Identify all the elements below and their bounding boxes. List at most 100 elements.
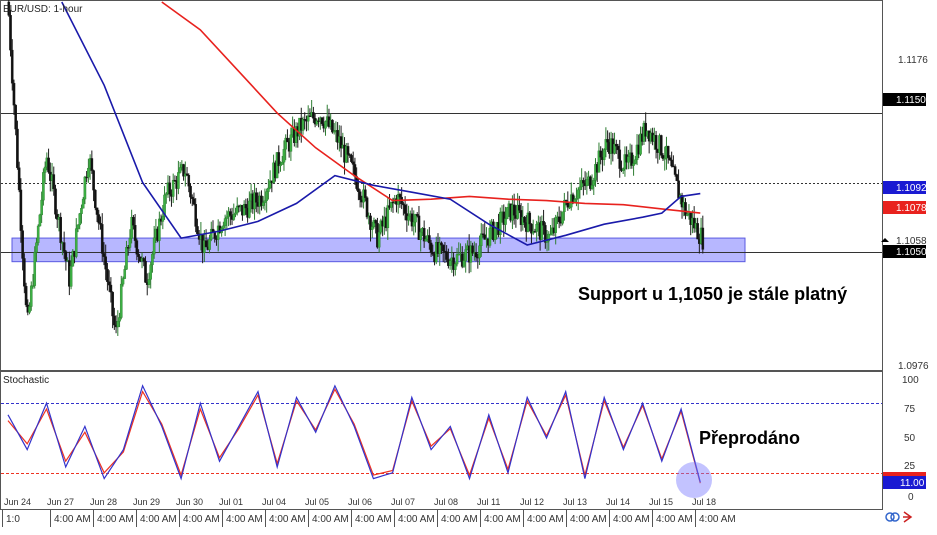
candle-body — [123, 269, 127, 279]
candle-body — [87, 167, 90, 178]
candle-body — [16, 128, 19, 168]
candle-body — [208, 239, 211, 250]
candle-body — [97, 214, 101, 224]
candle-body — [554, 217, 557, 233]
candle-body — [204, 240, 208, 248]
x-time-label: 4:00 AM — [484, 514, 521, 525]
candle-body — [128, 238, 132, 248]
candle-body — [107, 281, 111, 286]
candle-body — [654, 135, 658, 150]
candle-body — [452, 257, 455, 270]
candle-body — [242, 203, 246, 216]
x-time-label: 4:00 AM — [398, 514, 435, 525]
stochastic-pane-frame — [0, 371, 883, 510]
candle-body — [12, 82, 16, 106]
link-icon[interactable] — [885, 512, 900, 522]
candle-body — [42, 172, 45, 201]
candle-body — [31, 285, 35, 287]
candle-body — [102, 253, 106, 257]
candle-body — [54, 188, 57, 215]
candle-body — [289, 134, 293, 152]
y-tick-label: 1.1176 — [898, 55, 928, 66]
candle-body — [542, 221, 545, 226]
candle-body — [130, 217, 133, 239]
candle-body — [109, 284, 113, 293]
candle-body — [417, 215, 421, 240]
stoch-tick-25: 25 — [904, 461, 916, 472]
candle-body — [544, 225, 547, 243]
close-arrow-icon[interactable] — [903, 511, 913, 523]
candle-body — [639, 133, 642, 155]
x-date-label: Jul 18 — [692, 497, 716, 507]
candle-body — [280, 161, 284, 165]
x-time-label: 4:00 AM — [355, 514, 392, 525]
candle-body — [474, 252, 478, 258]
candle-body — [346, 146, 350, 155]
stoch-tick-75: 75 — [904, 404, 916, 415]
candle-body — [590, 185, 594, 189]
candle-body — [424, 238, 428, 242]
candle-body — [277, 152, 281, 167]
candle-body — [627, 156, 630, 163]
x-time-label: 4:00 AM — [441, 514, 478, 525]
candle-body — [670, 159, 673, 167]
x-date-labels: Jun 24 Jun 27 Jun 28 Jun 29 Jun 30 Jul 01 Jul … — [4, 497, 716, 507]
candle-body — [386, 205, 390, 229]
candle-body — [137, 254, 140, 258]
candle-body — [168, 182, 172, 195]
chart-title: EUR/USD: 1-hour — [3, 4, 83, 15]
candles — [7, 0, 705, 336]
candle-body — [232, 214, 236, 220]
candle-body — [481, 233, 485, 235]
x-date-label: Jun 29 — [133, 497, 160, 507]
candle-body — [40, 199, 43, 216]
x-time-label: 4:00 AM — [656, 514, 693, 525]
candle-body — [119, 283, 123, 318]
x-date-label: Jul 06 — [348, 497, 372, 507]
candle-body — [659, 135, 663, 156]
candle-body — [379, 220, 383, 233]
candle-body — [21, 230, 24, 259]
candle-body — [575, 198, 578, 200]
candle-body — [606, 139, 609, 143]
candle-body — [104, 256, 107, 270]
candle-body — [331, 119, 334, 133]
price-badge-1050: 1.1050 — [883, 245, 927, 258]
stoch-tick-100: 100 — [902, 375, 919, 386]
candle-body — [282, 148, 286, 163]
x-date-label: Jul 11 — [477, 497, 500, 507]
candle-body — [412, 221, 416, 227]
candle-body — [351, 161, 355, 165]
candle-body — [516, 204, 519, 219]
candle-body — [685, 214, 689, 216]
candle-body — [24, 286, 28, 306]
x-date-label: Jul 07 — [391, 497, 415, 507]
candle-body — [52, 174, 56, 190]
candle-body — [410, 213, 414, 227]
candle-body — [599, 150, 602, 158]
candle-body — [90, 158, 94, 171]
x-date-label: Jun 28 — [90, 497, 117, 507]
candle-body — [55, 214, 59, 220]
candle-body — [267, 187, 270, 192]
candle-body — [92, 170, 95, 191]
candle-body — [523, 216, 526, 223]
candle-body — [29, 285, 33, 307]
candle-body — [171, 179, 175, 197]
candle-body — [528, 212, 532, 225]
candle-body — [540, 221, 544, 240]
candle-body — [621, 168, 625, 171]
candle-body — [144, 260, 147, 283]
candle-body — [178, 167, 182, 173]
candle-body — [632, 163, 635, 166]
candle-body — [234, 212, 237, 215]
x-time-label: 4:00 AM — [269, 514, 306, 525]
candle-body — [668, 157, 672, 161]
candle-body — [149, 264, 152, 280]
candle-body — [488, 227, 492, 246]
candle-body — [630, 152, 634, 166]
candle-body — [530, 223, 533, 234]
x-date-label: Jun 27 — [47, 497, 74, 507]
candle-body — [666, 145, 670, 158]
x-time-label: 4:00 AM — [226, 514, 263, 525]
